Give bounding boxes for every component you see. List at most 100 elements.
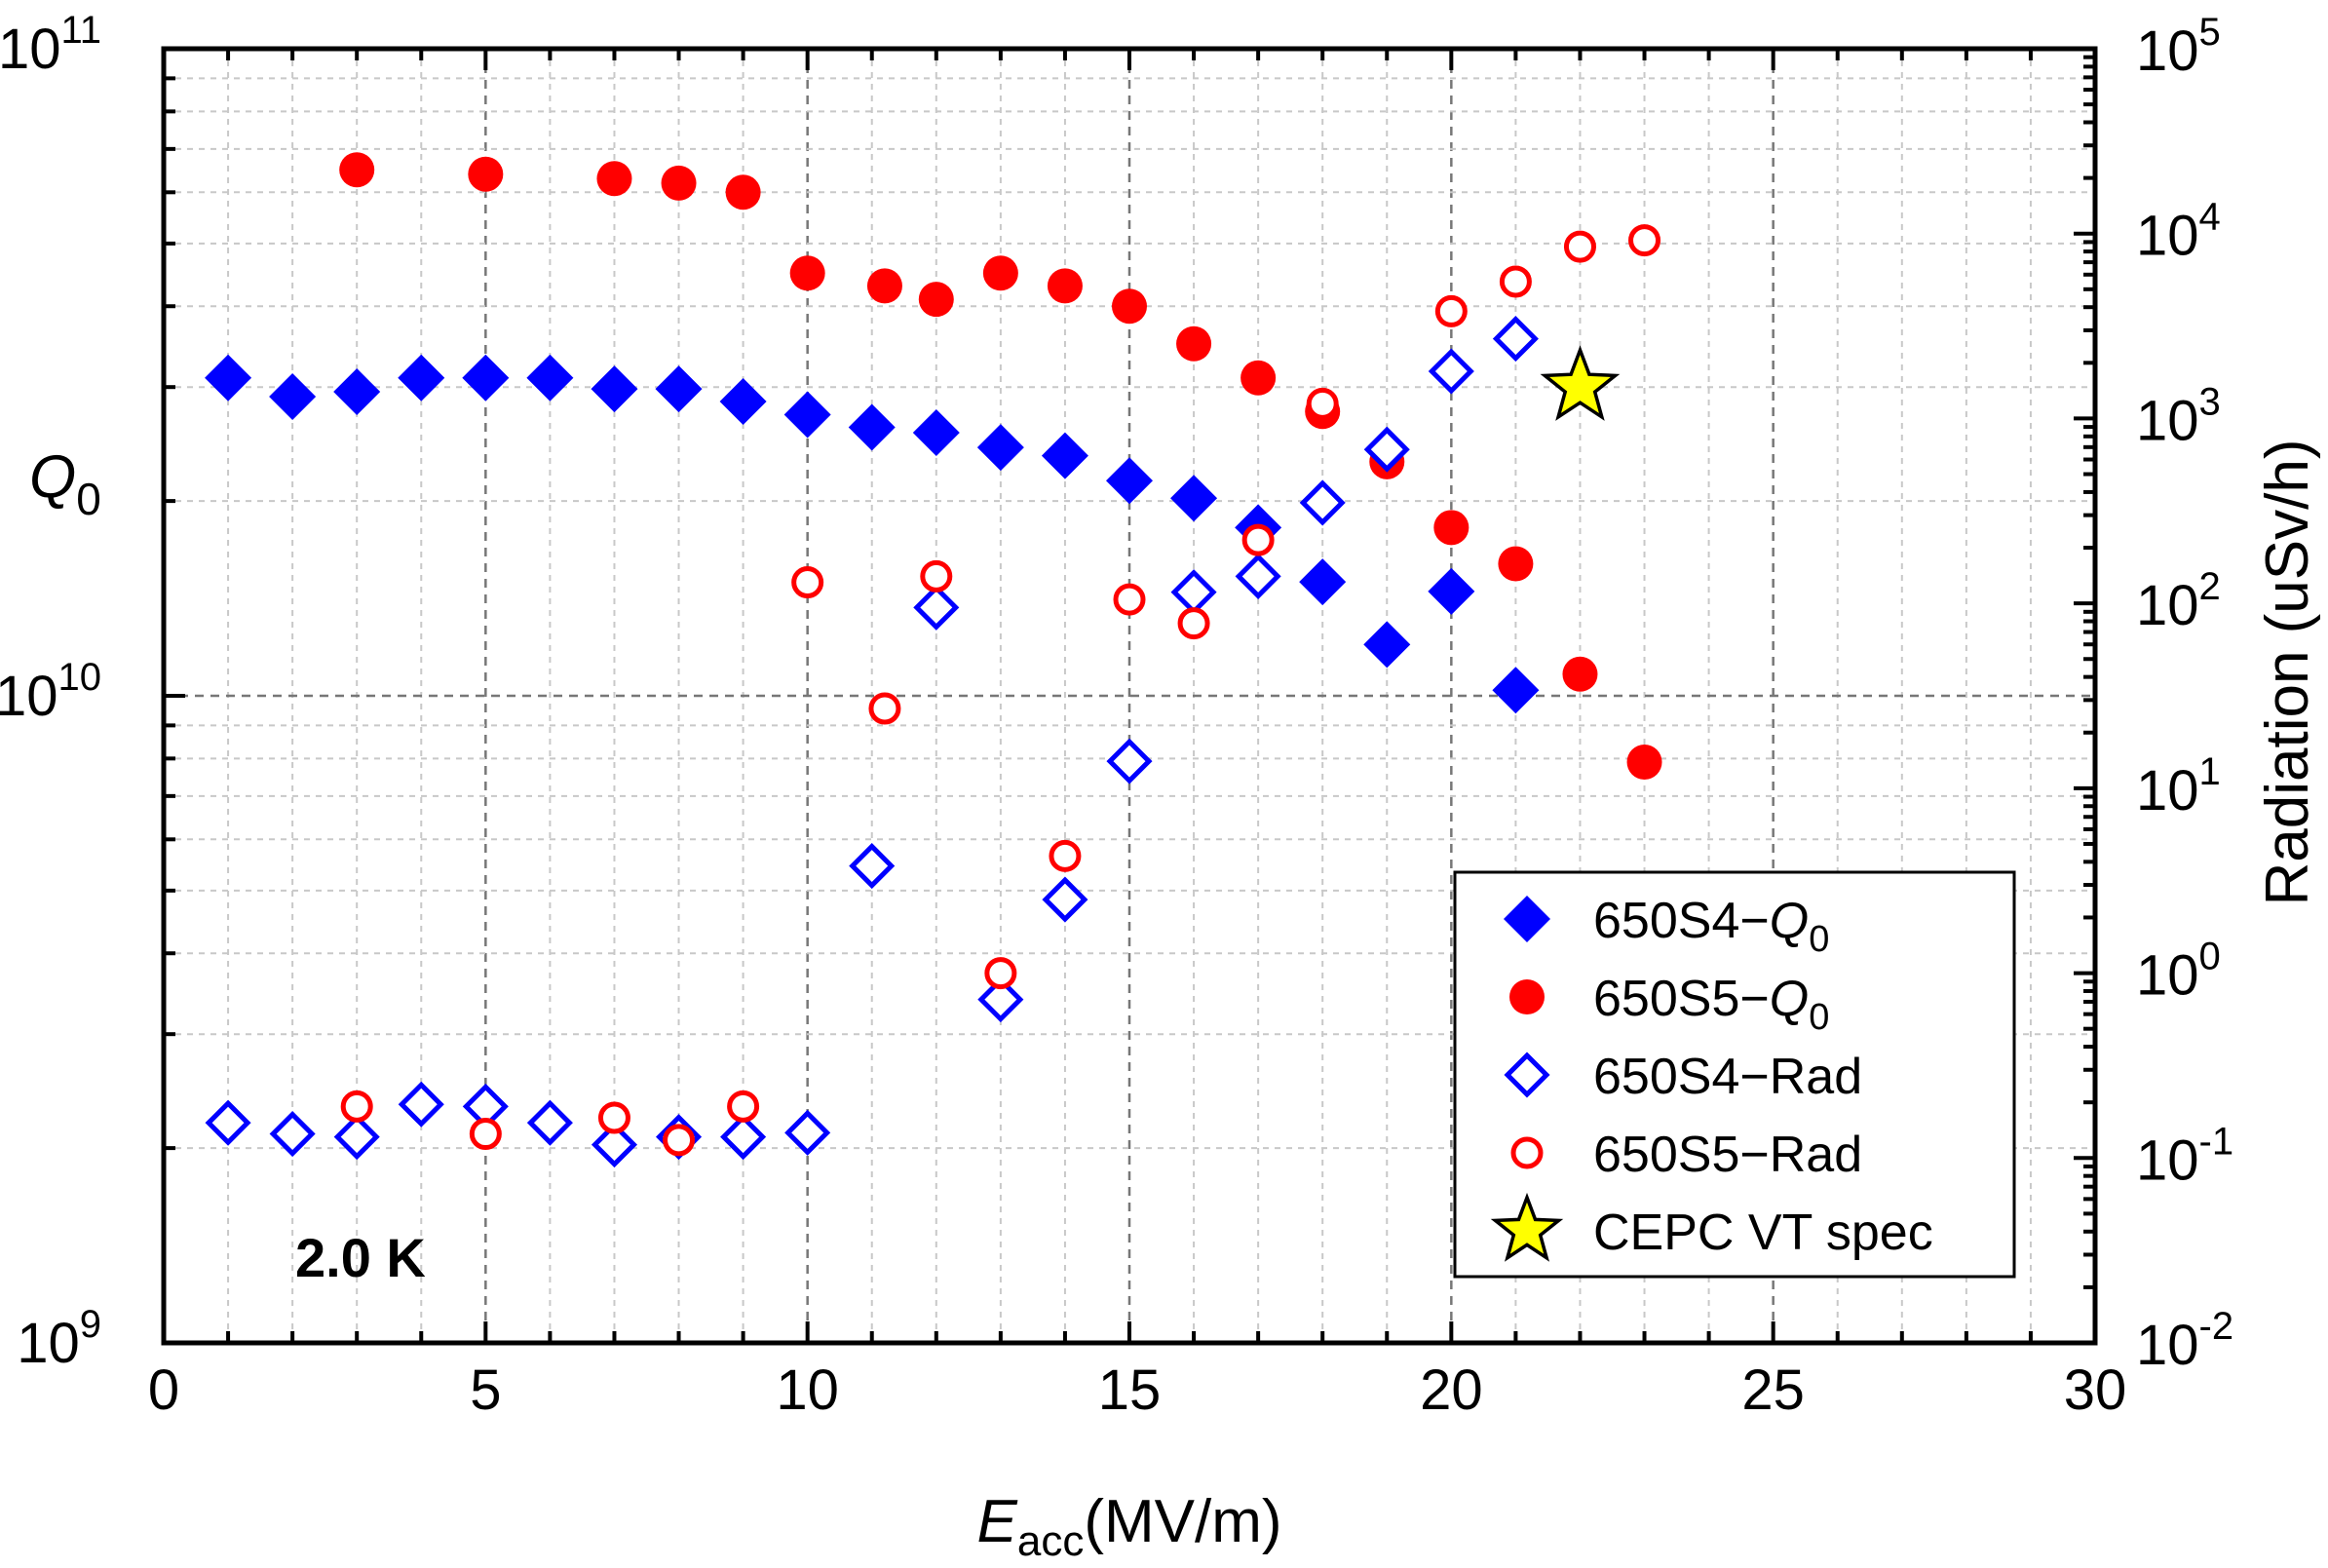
data-point — [977, 976, 1024, 1023]
data-point — [1498, 546, 1534, 582]
legend-marker — [1510, 1136, 1544, 1169]
legend-marker — [1509, 979, 1545, 1014]
legend-marker — [1490, 1192, 1564, 1262]
data-point — [920, 559, 953, 593]
legend-label: CEPC VT spec — [1593, 1205, 1933, 1261]
data-point — [655, 365, 703, 413]
legend-label: 650S5−Rad — [1593, 1127, 1862, 1183]
data-point — [1563, 230, 1596, 263]
data-point — [727, 1090, 760, 1123]
data-point — [339, 152, 375, 188]
data-point — [866, 268, 902, 304]
data-point — [1306, 387, 1339, 420]
data-point — [982, 255, 1018, 291]
data-point — [1434, 294, 1468, 327]
data-point — [1492, 667, 1540, 714]
legend-label: 650S4−Rad — [1593, 1049, 1862, 1105]
data-point — [725, 174, 761, 210]
data-point — [1176, 325, 1212, 362]
data-point — [1170, 475, 1218, 522]
data-point — [1363, 426, 1410, 473]
data-point — [719, 377, 767, 425]
data-point — [1042, 876, 1088, 923]
y-left-tick-label: 1011 — [0, 9, 101, 81]
data-point — [784, 1109, 831, 1156]
y-right-tick-label: 101 — [2136, 750, 2221, 822]
x-tick-label: 15 — [1098, 1358, 1162, 1422]
legend-label: 650S4−Q0 — [1593, 893, 1829, 960]
data-point — [848, 403, 896, 451]
data-point — [597, 1101, 630, 1134]
data-point — [1499, 265, 1532, 298]
data-point — [1170, 569, 1217, 616]
data-point — [333, 368, 381, 416]
y-right-tick-label: 103 — [2136, 380, 2221, 452]
data-point — [661, 165, 697, 201]
y-left-axis-title: Q0 — [29, 443, 101, 524]
data-point — [398, 354, 445, 402]
data-point — [720, 1114, 767, 1161]
data-point — [596, 161, 632, 197]
data-point — [1041, 432, 1088, 479]
x-axis-title: Eacc(MV/m) — [976, 1488, 1281, 1565]
data-point — [913, 584, 960, 631]
data-point — [340, 1090, 373, 1123]
data-point — [269, 1111, 316, 1158]
data-point — [526, 1099, 573, 1146]
y-right-tick-label: 102 — [2136, 565, 2221, 637]
data-point — [1433, 510, 1469, 546]
y-right-tick-label: 10-1 — [2136, 1120, 2233, 1192]
data-point — [333, 1114, 380, 1161]
data-point — [591, 1122, 638, 1168]
data-point — [663, 1124, 696, 1157]
legend-marker — [1504, 1052, 1550, 1098]
data-point — [918, 282, 954, 318]
series-650s5-q0 — [339, 152, 1662, 780]
series-650s4-q0 — [205, 354, 1540, 714]
data-point — [1049, 839, 1082, 872]
data-point — [1299, 558, 1347, 606]
data-point — [1492, 316, 1539, 363]
data-point — [269, 372, 317, 420]
legend-marker — [1504, 896, 1550, 942]
data-point — [205, 354, 252, 402]
data-point — [1241, 523, 1275, 556]
x-tick-label: 30 — [2064, 1358, 2127, 1422]
data-point — [205, 1099, 251, 1146]
x-tick-label: 10 — [776, 1358, 839, 1422]
data-point — [1106, 457, 1153, 505]
data-point — [1626, 744, 1662, 780]
data-point — [1428, 567, 1475, 615]
y-right-tick-label: 105 — [2136, 11, 2221, 83]
y-right-tick-label: 104 — [2136, 196, 2221, 268]
data-point — [1299, 479, 1346, 526]
data-point — [1428, 348, 1474, 395]
y-right-tick-label: 10-2 — [2136, 1305, 2233, 1377]
data-point — [976, 424, 1024, 472]
data-point — [1177, 607, 1210, 640]
data-point — [1112, 288, 1147, 325]
data-point — [1113, 583, 1146, 616]
data-point — [783, 391, 831, 439]
data-point — [469, 1118, 502, 1151]
data-point — [984, 957, 1017, 990]
data-point — [1540, 345, 1621, 421]
data-point — [1363, 621, 1411, 669]
series-cepc-vt-spec — [1540, 345, 1621, 421]
data-point — [398, 1081, 444, 1128]
data-point — [1106, 738, 1153, 784]
data-point — [468, 156, 504, 192]
x-tick-label: 5 — [470, 1358, 501, 1422]
data-point — [1562, 656, 1598, 692]
legend-label: 650S5−Q0 — [1593, 971, 1829, 1038]
marks-layer — [205, 152, 1662, 1168]
temperature-annotation: 2.0 K — [295, 1227, 426, 1288]
y-left-tick-label: 109 — [17, 1303, 101, 1375]
data-point — [1628, 224, 1661, 257]
x-tick-label: 0 — [148, 1358, 179, 1422]
y-right-axis-title: Radiation (uSv/h) — [2254, 439, 2321, 905]
x-tick-label: 20 — [1420, 1358, 1483, 1422]
data-point — [868, 692, 901, 725]
series-650s4-rad — [205, 316, 1539, 1168]
